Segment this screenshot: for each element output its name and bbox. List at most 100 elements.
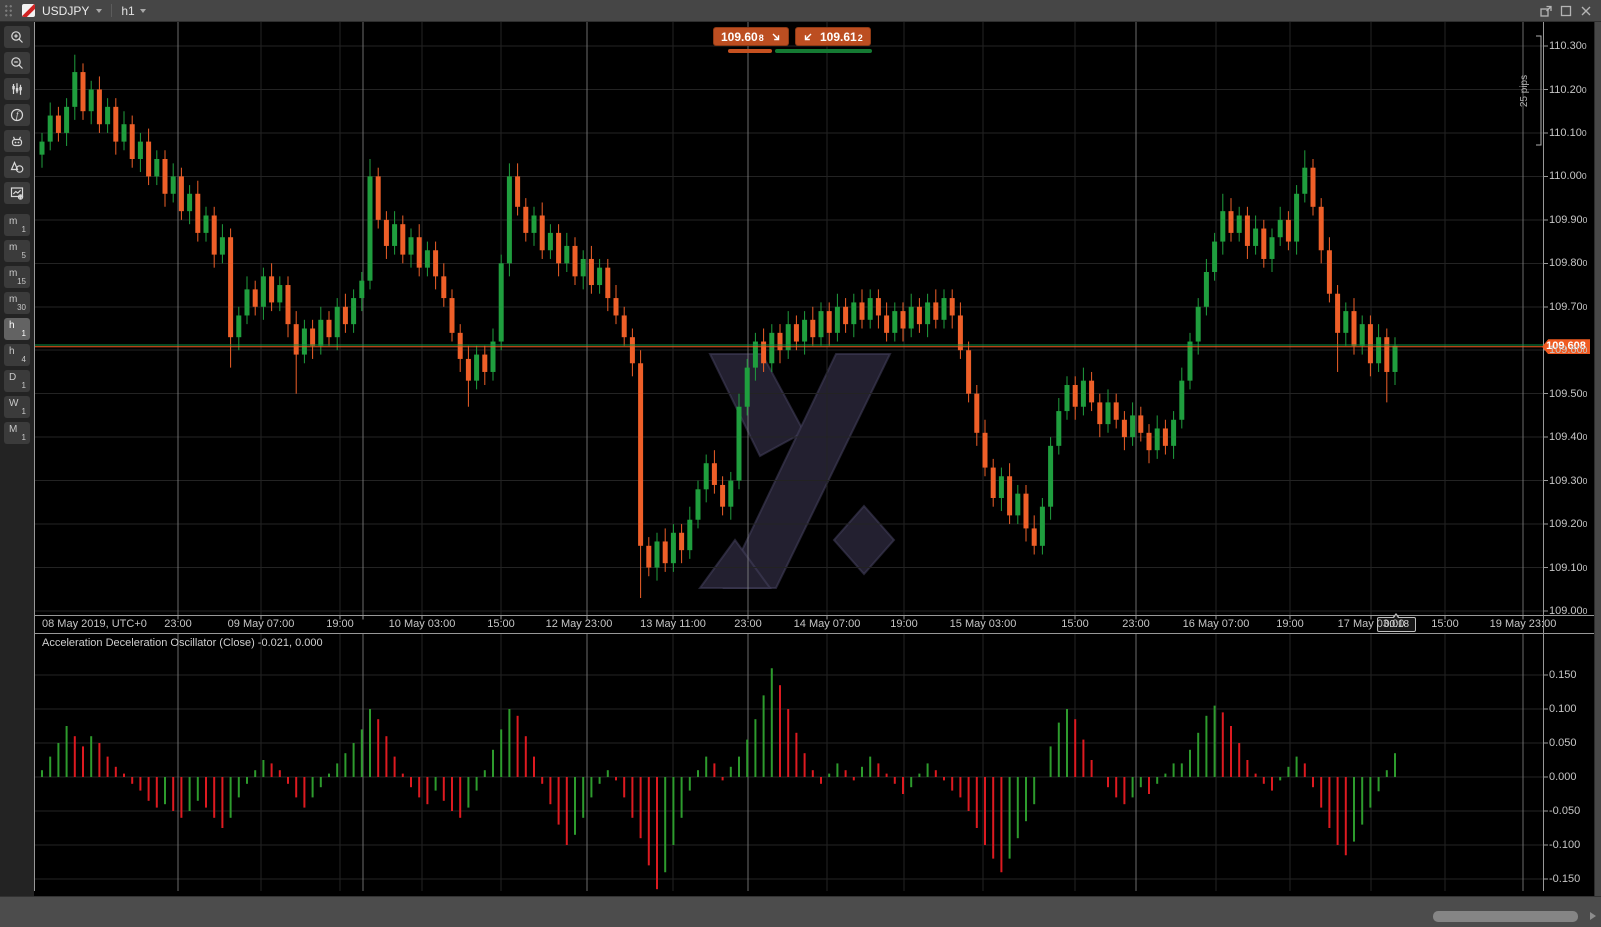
price-axis-label: 109.600 [1549, 344, 1588, 357]
gridlines [34, 22, 1543, 891]
oscillator-axis-label: -0.050 [1549, 805, 1581, 817]
time-axis-label: 12 May 23:00 [545, 618, 613, 630]
oscillator-axis-label: 0.050 [1549, 737, 1577, 749]
close-button[interactable] [1580, 5, 1592, 17]
time-axis-label: 15:00 [1431, 618, 1459, 630]
price-axis-label: 110.200 [1549, 83, 1587, 96]
timeframe-label: h1 [121, 3, 135, 18]
time-axis-label: 10 May 03:00 [388, 618, 456, 630]
timeframe-dropdown-caret-icon[interactable] [139, 8, 146, 13]
timeframe-button-m15[interactable]: m 15 [4, 266, 30, 288]
maximize-button[interactable] [1560, 5, 1572, 17]
sell-sentiment-bar [728, 49, 772, 53]
draw-objects-button[interactable] [4, 156, 30, 178]
window-controls [1540, 5, 1592, 17]
price-axis-label: 109.500 [1549, 387, 1588, 400]
price-axis-label: 109.800 [1549, 257, 1588, 270]
broker-watermark-logo [698, 353, 896, 589]
scroll-right-arrow-icon[interactable] [1590, 912, 1596, 920]
ac-oscillator-series [41, 668, 1396, 890]
time-axis-label: 13 May 11:00 [640, 618, 706, 630]
oscillator-axis-label: 0.100 [1549, 703, 1577, 715]
price-axis-label: 110.000 [1549, 170, 1587, 183]
open-in-new-icon [1540, 5, 1552, 17]
sell-button[interactable]: 109.60 8 [713, 27, 789, 46]
price-axis-label: 110.100 [1549, 126, 1587, 139]
sliders-icon [12, 83, 22, 95]
zoom-in-button[interactable] [4, 26, 30, 48]
time-axis-label: 19:00 [1276, 618, 1304, 630]
price-axis-label: 109.100 [1549, 561, 1588, 574]
price-axis-label: 109.400 [1549, 431, 1588, 444]
buy-button[interactable]: 109.61 2 [795, 27, 871, 46]
time-axis-label: 19:00 [326, 618, 354, 630]
time-axis-label: 19:00 [890, 618, 918, 630]
time-axis-label: 15:00 [487, 618, 515, 630]
timeframe-button-m30[interactable]: m 30 [4, 292, 30, 314]
sell-arrow-icon [772, 33, 779, 40]
oscillator-axis-label: -0.150 [1549, 873, 1581, 885]
buy-sentiment-bar [775, 49, 872, 53]
time-axis-label: 16 May 07:00 [1182, 618, 1250, 630]
time-axis-label: 19 May 23:00 [1489, 618, 1557, 630]
current-price-tag: 109.608 [1542, 339, 1590, 355]
time-axis-label: 17 May 03:00 [1337, 618, 1405, 630]
price-axis-label: 109.900 [1549, 213, 1588, 226]
oscillator-axis-label: 0.000 [1549, 771, 1577, 783]
f-circle-icon: f [10, 108, 24, 121]
drag-grip[interactable] [4, 3, 13, 18]
chart-type-icon[interactable] [22, 4, 35, 17]
price-axis-label: 109.000 [1549, 605, 1588, 617]
symbol-dropdown-caret-icon[interactable] [96, 8, 103, 13]
time-axis-label: 14 May 07:00 [793, 618, 861, 630]
time-axis-label: 23:00 [164, 618, 192, 630]
symbol-label: USDJPY [42, 3, 90, 18]
maximize-icon [1560, 5, 1572, 16]
time-axis-label: 08 May 2019, UTC+0 [42, 618, 147, 630]
time-axis-label: 15:00 [1061, 618, 1089, 630]
time-axis-label: 23:00 [734, 618, 762, 630]
oscillator-axis-label: -0.100 [1549, 839, 1581, 851]
close-icon [1581, 6, 1591, 15]
magnifier-plus-icon [11, 31, 23, 43]
titlebar-divider [111, 4, 113, 17]
titlebar[interactable]: USDJPY h1 [0, 0, 1601, 22]
functions-button[interactable]: f [4, 104, 30, 126]
oscillator-title[interactable]: Acceleration Deceleration Oscillator (Cl… [42, 637, 323, 649]
scrollbar-thumb[interactable] [1433, 911, 1578, 922]
chart-settings-button[interactable] [4, 182, 30, 204]
bar-countdown-bubble: 00:18 [1377, 613, 1416, 632]
price-axis-label: 109.300 [1549, 474, 1588, 487]
time-axis-label: 09 May 07:00 [227, 618, 295, 630]
robot-icon [11, 136, 23, 147]
time-axis-label: 23:00 [1122, 618, 1150, 630]
left-toolbar: f m 1 m 5 m 15 m 30 h 1 h 4 D 1 W 1 M 1 [0, 22, 34, 896]
price-scale-bracket[interactable]: 25 pips [1519, 35, 1542, 146]
svg-text:25 pips: 25 pips [1519, 75, 1530, 107]
right-frame-strip [1594, 22, 1601, 896]
cbots-button[interactable] [4, 130, 30, 152]
price-axis-label: 109.700 [1549, 300, 1588, 313]
price-axis-label: 109.200 [1549, 518, 1588, 531]
axis-frame [34, 22, 1594, 891]
candlestick-series [39, 54, 1398, 598]
indicators-button[interactable] [4, 78, 30, 100]
time-axis-label: 15 May 03:00 [949, 618, 1017, 630]
horizontal-scrollbar[interactable] [0, 896, 1601, 927]
svg-text:f: f [16, 110, 20, 121]
popout-button[interactable] [1540, 5, 1552, 17]
zoom-out-button[interactable] [4, 52, 30, 74]
oscillator-axis-label: 0.150 [1549, 669, 1577, 681]
chart-gear-icon [10, 187, 24, 200]
magnifier-minus-icon [11, 57, 23, 69]
shapes-icon [10, 160, 24, 173]
